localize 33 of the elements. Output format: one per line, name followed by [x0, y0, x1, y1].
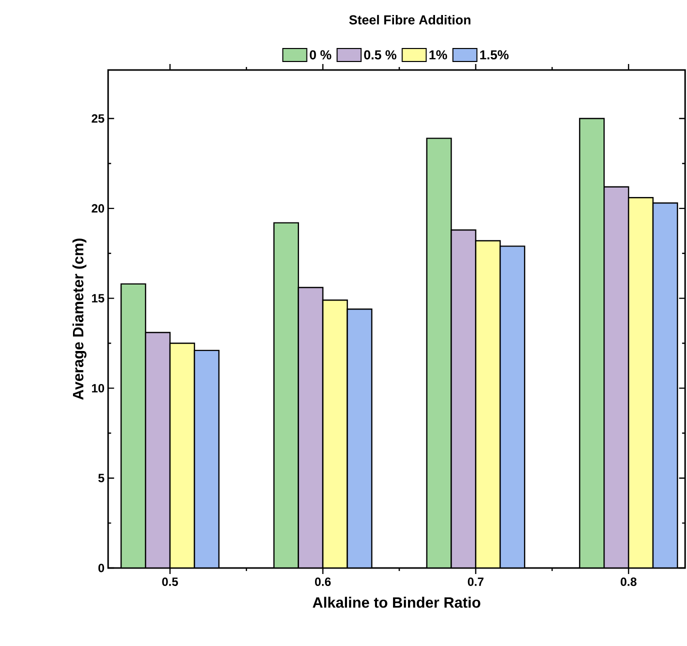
legend-label: 0 %	[310, 50, 332, 60]
bar	[144, 332, 171, 568]
bar	[450, 229, 476, 568]
bar	[652, 202, 678, 568]
bar	[426, 138, 452, 568]
bar	[322, 300, 348, 568]
bar	[628, 197, 654, 568]
x-tick-label: 0.5	[162, 578, 178, 586]
legend-label: 1.5%	[480, 50, 509, 60]
legend-label: 0.5 %	[364, 50, 396, 60]
bar	[194, 350, 220, 568]
y-tick-label: 10	[92, 384, 104, 392]
y-tick-label: 25	[92, 114, 104, 123]
bar	[298, 286, 324, 568]
x-tick-label: 0.7	[468, 578, 484, 586]
bar	[500, 246, 526, 568]
x-axis-title: Alkaline to Binder Ratio	[312, 596, 480, 608]
bar	[120, 283, 146, 568]
bar	[346, 308, 372, 568]
y-tick-label: 20	[92, 204, 104, 213]
y-axis-title: Average Diameter (cm)	[72, 238, 86, 400]
bar	[273, 222, 299, 568]
y-tick-label: 5	[98, 474, 104, 482]
x-tick-label: 0.8	[620, 578, 636, 586]
legend-label: 1%	[430, 50, 448, 60]
bar	[475, 240, 501, 568]
x-tick-label: 0.6	[315, 578, 331, 586]
bar	[169, 342, 196, 568]
y-tick-label: 0	[98, 564, 104, 572]
y-tick-label: 15	[92, 294, 104, 302]
bar	[579, 118, 605, 568]
bar	[603, 186, 630, 568]
legend-title: Steel Fibre Addition	[349, 14, 470, 24]
